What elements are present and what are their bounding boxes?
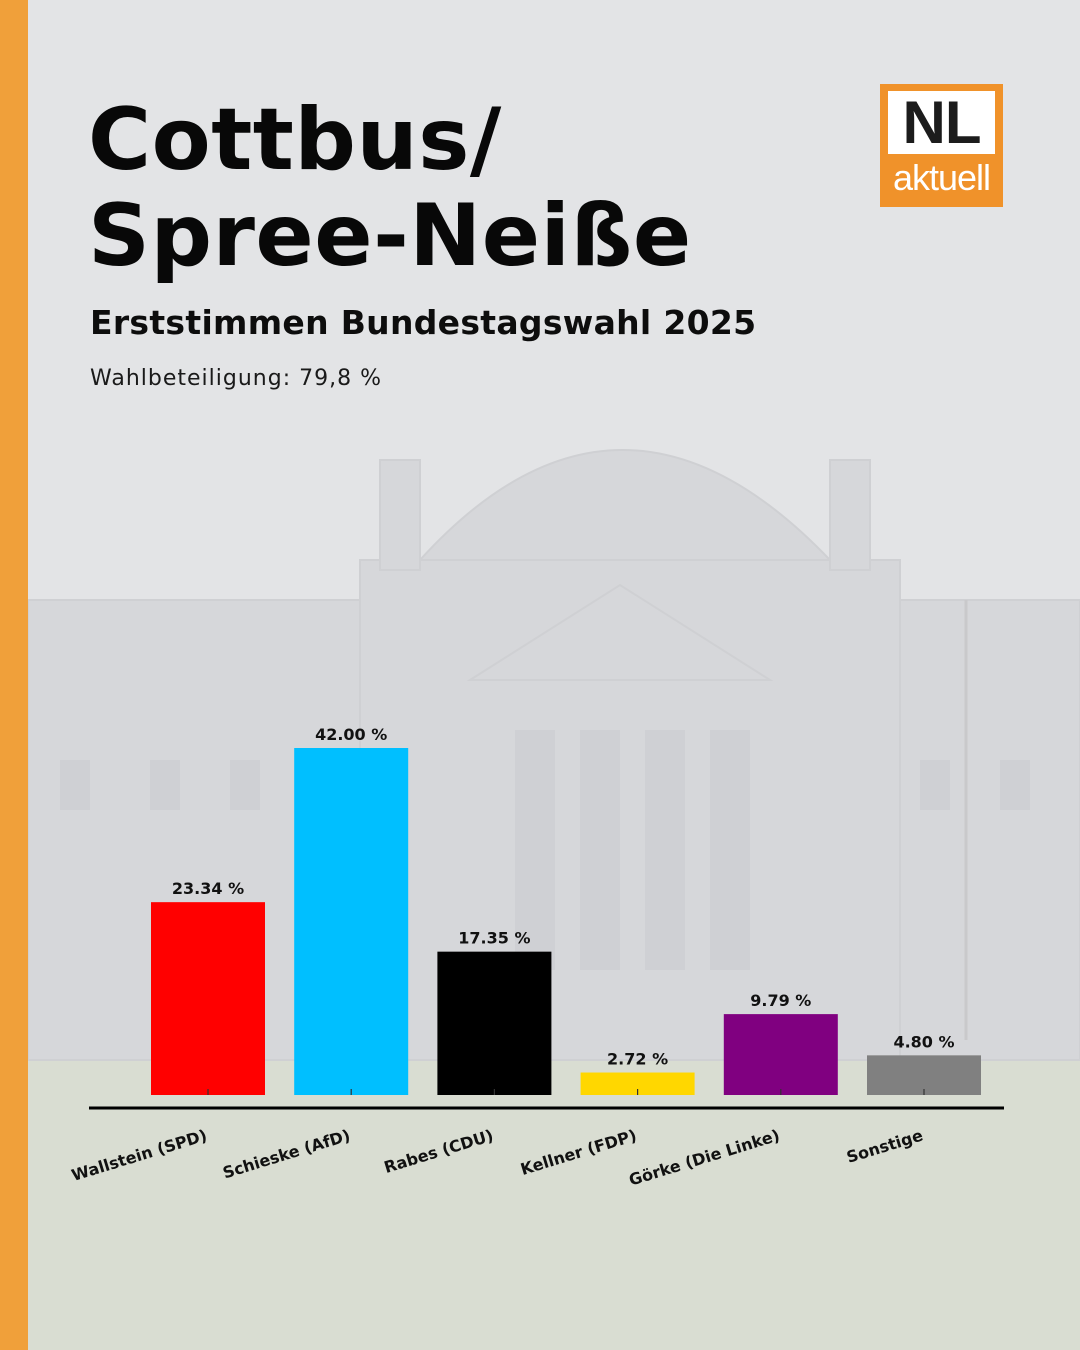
bar-2 (294, 748, 409, 1095)
title-line-2: Spree-Neiße (88, 186, 692, 286)
bar-value-label-6: 4.80 % (893, 1032, 954, 1051)
x-tick-label-2: Schieske (AfD) (220, 1126, 352, 1183)
logo-sub-text: aktuell (892, 157, 991, 198)
title-line-1: Cottbus/ (88, 90, 502, 190)
bar-6 (867, 1055, 981, 1095)
bar-value-label-5: 9.79 % (750, 991, 811, 1010)
bar-value-label-2: 42.00 % (315, 725, 387, 744)
bar-5 (723, 1014, 838, 1095)
x-tick-label-4: Kellner (FDP) (518, 1126, 639, 1179)
x-tick-label-1: Wallstein (SPD) (69, 1126, 209, 1185)
bar-4 (580, 1072, 695, 1095)
turnout-label: Wahlbeteiligung: 79,8 % (90, 366, 382, 391)
logo-main-text: NL (888, 91, 995, 154)
orange-side-stripe (0, 0, 28, 1350)
x-tick-label-6: Sonstige (844, 1126, 925, 1167)
x-tick-label-5: Görke (Die Linke) (627, 1126, 782, 1190)
subtitle: Erststimmen Bundestagswahl 2025 (90, 303, 757, 342)
bar-value-label-1: 23.34 % (172, 879, 244, 898)
x-tick-label-3: Rabes (CDU) (382, 1126, 496, 1177)
bar-value-label-4: 2.72 % (607, 1050, 668, 1069)
nl-aktuell-logo: NL aktuell (880, 84, 1003, 207)
bar-3 (437, 951, 552, 1095)
bar-1 (151, 902, 265, 1095)
bar-value-label-3: 17.35 % (458, 929, 530, 948)
page-title: Cottbus/ Spree-Neiße (88, 92, 692, 284)
